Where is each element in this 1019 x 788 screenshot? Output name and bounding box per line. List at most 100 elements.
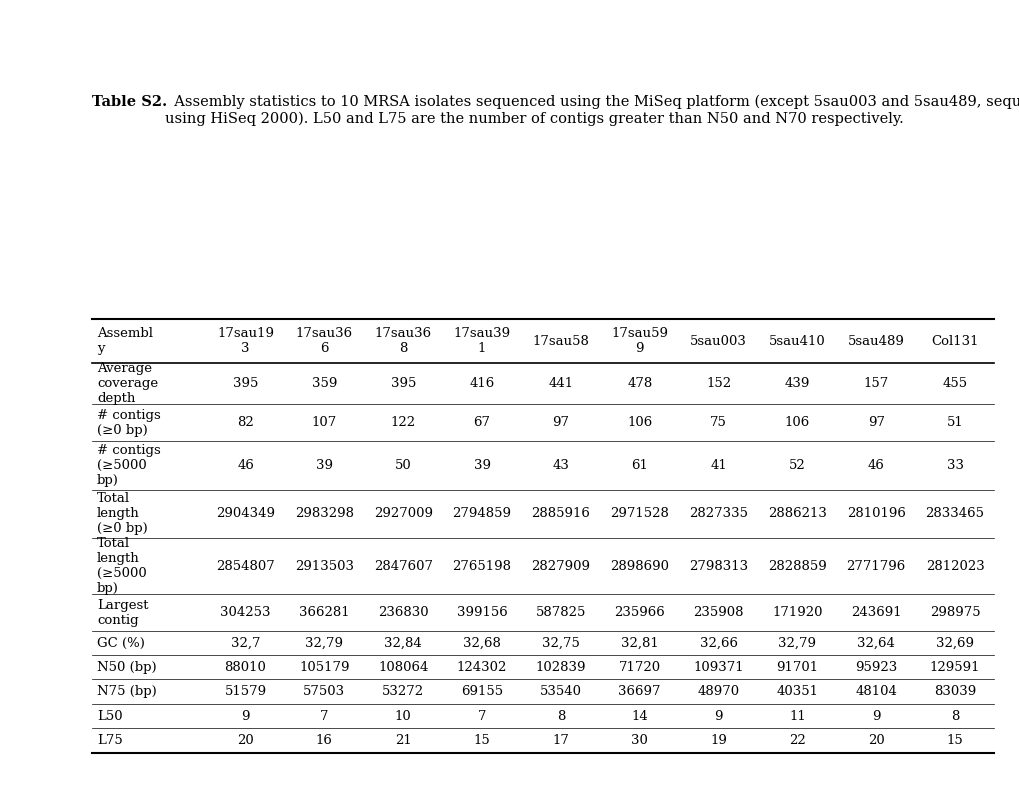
Text: 32,81: 32,81: [621, 637, 658, 649]
Text: 17sau36
6: 17sau36 6: [296, 327, 353, 355]
Text: 395: 395: [390, 377, 416, 390]
Text: 33: 33: [946, 459, 963, 472]
Text: 2765198: 2765198: [452, 559, 512, 573]
Text: 20: 20: [237, 734, 254, 747]
Text: 17sau39
1: 17sau39 1: [453, 327, 511, 355]
Text: 2827335: 2827335: [689, 507, 747, 520]
Text: 43: 43: [552, 459, 569, 472]
Text: 88010: 88010: [224, 661, 266, 674]
Text: 157: 157: [863, 377, 888, 390]
Text: 2828859: 2828859: [767, 559, 826, 573]
Text: 304253: 304253: [220, 606, 270, 619]
Text: 105179: 105179: [299, 661, 350, 674]
Text: 2983298: 2983298: [294, 507, 354, 520]
Text: 32,64: 32,64: [856, 637, 895, 649]
Text: 2904349: 2904349: [216, 507, 275, 520]
Text: 587825: 587825: [535, 606, 586, 619]
Text: 67: 67: [473, 416, 490, 429]
Text: 9: 9: [871, 709, 879, 723]
Text: 32,75: 32,75: [541, 637, 579, 649]
Text: 416: 416: [469, 377, 494, 390]
Text: 50: 50: [394, 459, 412, 472]
Text: 10: 10: [394, 709, 412, 723]
Text: 97: 97: [552, 416, 569, 429]
Text: 69155: 69155: [461, 686, 502, 698]
Text: 21: 21: [394, 734, 412, 747]
Text: 455: 455: [942, 377, 967, 390]
Text: 2898690: 2898690: [609, 559, 668, 573]
Text: 51579: 51579: [224, 686, 266, 698]
Text: Average
coverage
depth: Average coverage depth: [97, 362, 158, 405]
Text: 441: 441: [548, 377, 573, 390]
Text: 19: 19: [709, 734, 727, 747]
Text: 71720: 71720: [619, 661, 660, 674]
Text: 8: 8: [950, 709, 958, 723]
Text: 32,66: 32,66: [699, 637, 737, 649]
Text: 32,79: 32,79: [777, 637, 815, 649]
Text: 359: 359: [312, 377, 336, 390]
Text: Total
length
(≥5000
bp): Total length (≥5000 bp): [97, 537, 147, 595]
Text: 57503: 57503: [303, 686, 345, 698]
Text: 17sau36
8: 17sau36 8: [374, 327, 431, 355]
Text: 11: 11: [789, 709, 805, 723]
Text: 106: 106: [784, 416, 809, 429]
Text: 2913503: 2913503: [294, 559, 354, 573]
Text: 478: 478: [627, 377, 652, 390]
Text: 46: 46: [236, 459, 254, 472]
Text: 9: 9: [713, 709, 722, 723]
Text: 399156: 399156: [457, 606, 506, 619]
Text: 5sau410: 5sau410: [768, 335, 825, 348]
Text: 82: 82: [237, 416, 254, 429]
Text: 2885916: 2885916: [531, 507, 590, 520]
Text: L50: L50: [97, 709, 122, 723]
Text: 108064: 108064: [378, 661, 428, 674]
Text: L75: L75: [97, 734, 122, 747]
Text: 109371: 109371: [693, 661, 743, 674]
Text: 2971528: 2971528: [609, 507, 668, 520]
Text: 107: 107: [312, 416, 336, 429]
Text: 52: 52: [789, 459, 805, 472]
Text: GC (%): GC (%): [97, 637, 145, 649]
Text: 366281: 366281: [299, 606, 350, 619]
Text: 2847607: 2847607: [373, 559, 432, 573]
Text: 48970: 48970: [697, 686, 739, 698]
Text: 17sau59
9: 17sau59 9: [610, 327, 667, 355]
Text: 106: 106: [627, 416, 652, 429]
Text: 36697: 36697: [618, 686, 660, 698]
Text: 395: 395: [232, 377, 258, 390]
Text: 75: 75: [709, 416, 727, 429]
Text: 129591: 129591: [929, 661, 979, 674]
Text: 32,69: 32,69: [935, 637, 973, 649]
Text: 298975: 298975: [929, 606, 979, 619]
Text: N50 (bp): N50 (bp): [97, 661, 156, 674]
Text: 17sau19
3: 17sau19 3: [217, 327, 274, 355]
Text: 32,68: 32,68: [463, 637, 500, 649]
Text: 39: 39: [316, 459, 332, 472]
Text: 17sau58: 17sau58: [532, 335, 589, 348]
Text: 439: 439: [784, 377, 809, 390]
Text: 53540: 53540: [539, 686, 581, 698]
Text: 22: 22: [789, 734, 805, 747]
Text: 2798313: 2798313: [688, 559, 747, 573]
Text: 32,79: 32,79: [305, 637, 343, 649]
Text: 32,84: 32,84: [384, 637, 422, 649]
Text: 97: 97: [867, 416, 883, 429]
Text: 2794859: 2794859: [452, 507, 512, 520]
Text: # contigs
(≥0 bp): # contigs (≥0 bp): [97, 409, 161, 437]
Text: Largest
contig: Largest contig: [97, 599, 148, 626]
Text: Total
length
(≥0 bp): Total length (≥0 bp): [97, 492, 148, 535]
Text: 2771796: 2771796: [846, 559, 905, 573]
Text: 5sau489: 5sau489: [847, 335, 904, 348]
Text: 5sau003: 5sau003: [690, 335, 746, 348]
Text: 32,7: 32,7: [230, 637, 260, 649]
Text: 2812023: 2812023: [925, 559, 983, 573]
Text: 235966: 235966: [613, 606, 664, 619]
Text: 235908: 235908: [693, 606, 743, 619]
Text: 15: 15: [473, 734, 490, 747]
Text: 20: 20: [867, 734, 883, 747]
Text: 2810196: 2810196: [846, 507, 905, 520]
Text: 2833465: 2833465: [924, 507, 983, 520]
Text: 243691: 243691: [850, 606, 901, 619]
Text: 30: 30: [631, 734, 647, 747]
Text: 46: 46: [867, 459, 883, 472]
